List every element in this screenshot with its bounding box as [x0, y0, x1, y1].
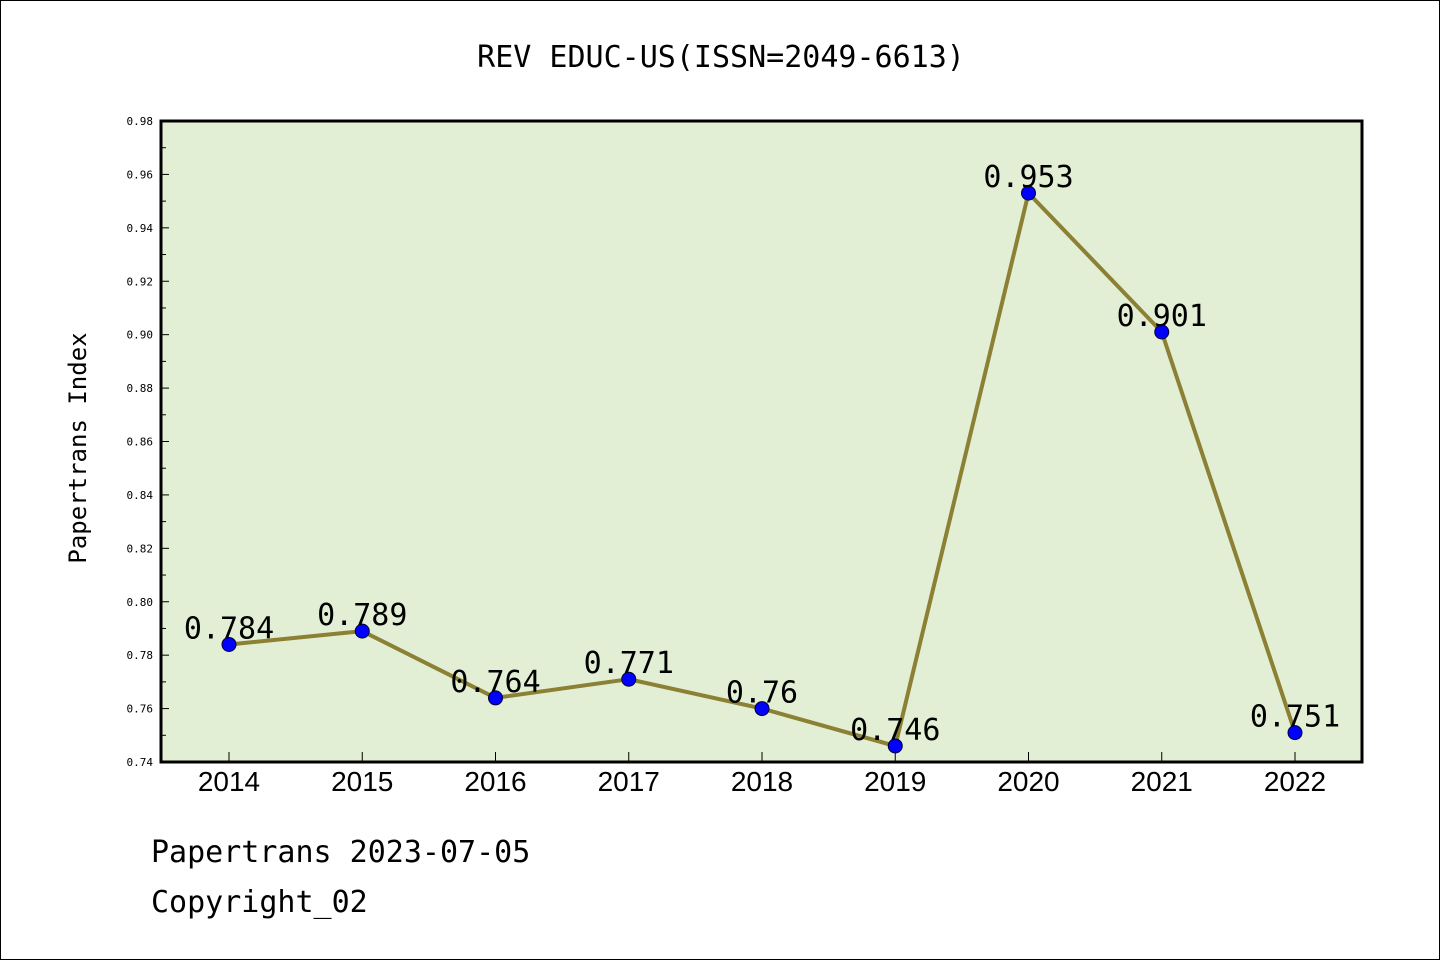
y-tick-label: 0.96 [127, 168, 154, 181]
x-axis-ticks: 2014 2015 2016 2017 2018 2019 2020 2021 2022 [198, 752, 1326, 797]
y-axis-label: Papertrans Index [64, 332, 92, 563]
y-tick-label: 0.94 [127, 222, 154, 235]
y-tick-label: 0.74 [127, 756, 154, 769]
y-tick-label: 0.76 [127, 703, 154, 716]
data-label: 0.751 [1250, 700, 1340, 735]
chart-title: REV EDUC-US(ISSN=2049-6613) [477, 40, 965, 75]
y-tick-label: 0.80 [127, 596, 154, 609]
y-tick-label: 0.98 [127, 115, 154, 128]
data-label: 0.789 [317, 598, 407, 633]
y-tick-label: 0.84 [127, 489, 154, 502]
data-labels-group: 0.784 0.789 0.764 0.771 0.76 0.746 0.953 0.901 0… [184, 160, 1340, 748]
data-label: 0.764 [450, 665, 540, 700]
x-tick-label: 2016 [464, 766, 526, 797]
data-point [354, 623, 370, 639]
x-tick-label: 2014 [198, 766, 260, 797]
x-tick-label: 2021 [1131, 766, 1193, 797]
data-point [221, 636, 237, 652]
footer-copyright: Copyright_02 [151, 885, 368, 920]
data-label: 0.953 [983, 160, 1073, 195]
data-point [1154, 324, 1170, 340]
x-tick-label: 2018 [731, 766, 793, 797]
data-label: 0.901 [1117, 299, 1207, 334]
y-tick-label: 0.90 [127, 329, 154, 342]
y-axis-ticks: 0.74 0.76 0.78 0.80 0.82 0.84 0.86 0.88 0.90 0.92… [127, 115, 169, 769]
data-point [488, 690, 503, 706]
plot-area [159, 119, 1364, 764]
data-point [1287, 725, 1303, 741]
data-label: 0.771 [584, 646, 674, 681]
data-label: 0.76 [726, 676, 798, 711]
x-tick-label: 2022 [1264, 766, 1326, 797]
data-point [621, 671, 637, 687]
x-tick-label: 2017 [598, 766, 660, 797]
series-group [221, 185, 1303, 754]
y-tick-label: 0.92 [127, 275, 154, 288]
data-label: 0.784 [184, 611, 274, 646]
y-tick-label: 0.78 [127, 649, 154, 662]
y-tick-label: 0.82 [127, 542, 154, 555]
data-point [754, 701, 770, 717]
data-label: 0.746 [850, 713, 940, 748]
y-tick-label: 0.86 [127, 436, 154, 449]
footer-date: Papertrans 2023-07-05 [151, 835, 531, 870]
y-tick-label: 0.88 [127, 382, 154, 395]
data-point [1021, 185, 1036, 201]
data-point [887, 738, 903, 754]
x-tick-label: 2019 [864, 766, 926, 797]
x-tick-label: 2015 [331, 766, 393, 797]
x-tick-label: 2020 [997, 766, 1059, 797]
